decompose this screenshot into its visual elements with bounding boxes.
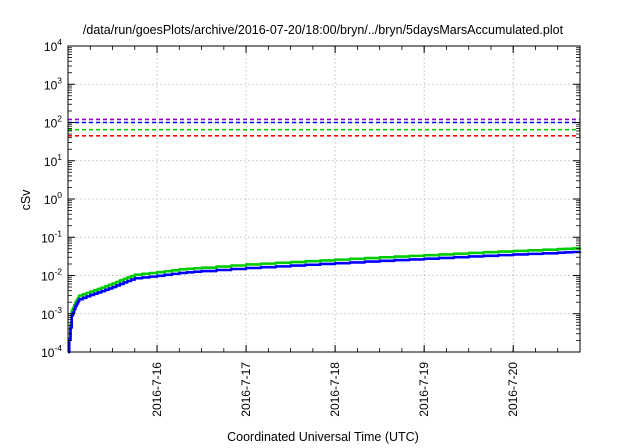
y-tick-label: 10-2 [41,267,62,284]
x-axis-label: Coordinated Universal Time (UTC) [227,430,419,444]
y-tick-exponent: -2 [54,267,62,277]
y-tick-base: 10 [44,40,58,54]
y-tick-exponent: 2 [57,114,62,124]
y-tick-base: 10 [41,308,55,322]
y-tick-label: 10-3 [41,305,62,322]
x-tick-label: 2016-7-20 [506,362,520,417]
x-tick-label: 2016-7-19 [417,362,431,417]
tick-marks [67,45,581,353]
x-tick-label: 2016-7-17 [239,362,253,417]
y-tick-exponent: 3 [57,75,62,85]
y-tick-label: 101 [44,152,62,169]
y-tick-base: 10 [44,155,58,169]
y-axis-label: cSv [19,189,33,211]
y-tick-exponent: 1 [57,152,62,162]
y-tick-base: 10 [44,117,58,131]
y-tick-label: 103 [44,75,62,92]
series-lines [67,247,582,354]
series-line [67,247,582,354]
y-tick-label: 102 [44,114,62,131]
y-tick-exponent: 4 [57,37,62,47]
series-line [67,250,582,354]
y-tick-base: 10 [41,231,55,245]
y-tick-exponent: -3 [54,305,62,315]
y-tick-base: 10 [41,270,55,284]
chart-title: /data/run/goesPlots/archive/2016-07-20/1… [83,23,564,37]
y-tick-label: 10-4 [41,343,62,360]
x-tick-label: 2016-7-16 [150,362,164,417]
y-tick-label: 10-1 [41,228,62,245]
y-tick-label: 100 [44,190,62,207]
y-tick-base: 10 [44,78,58,92]
x-tick-label: 2016-7-18 [328,362,342,417]
reference-lines [68,118,580,137]
y-tick-exponent: -1 [54,228,62,238]
y-tick-exponent: 0 [57,190,62,200]
y-tick-exponent: -4 [54,343,62,353]
y-tick-base: 10 [44,193,58,207]
grid [68,46,580,352]
y-tick-label: 104 [44,37,62,54]
x-tick-labels: 2016-7-16 2016-7-17 2016-7-18 2016-7-19 2016… [150,362,520,417]
y-tick-base: 10 [41,346,55,360]
